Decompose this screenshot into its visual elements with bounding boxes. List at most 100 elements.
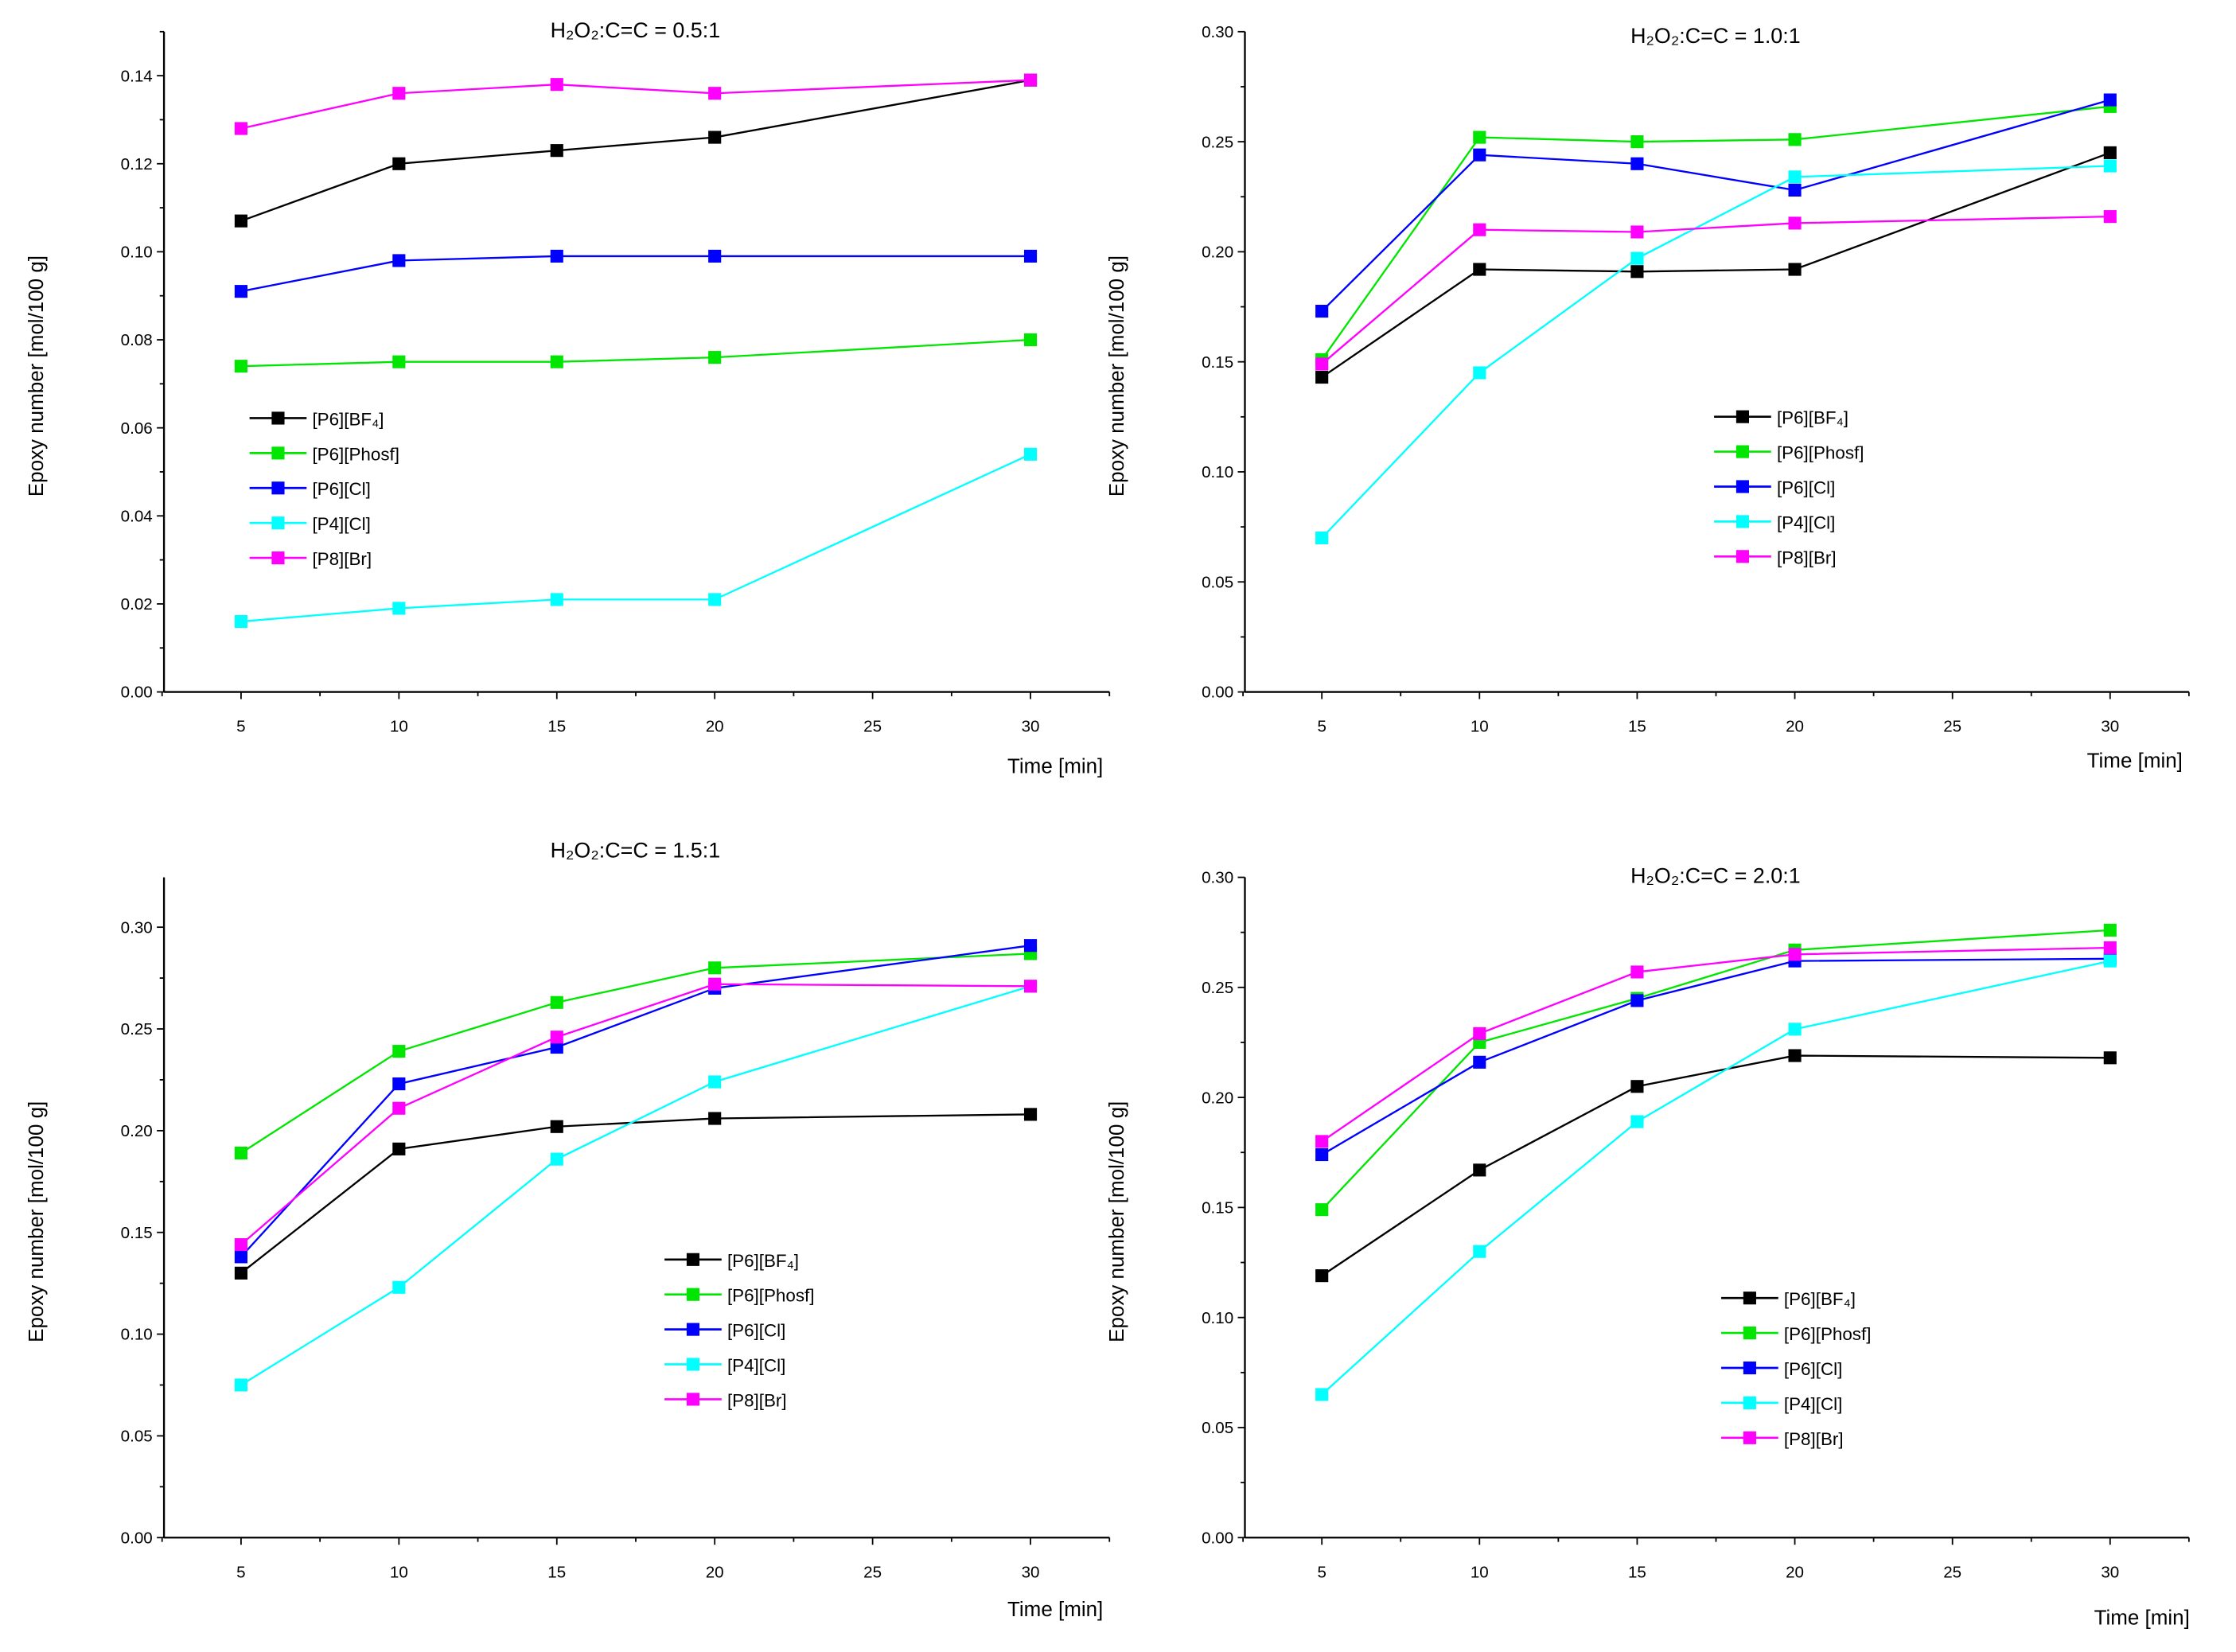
x-tick-label: 30	[1022, 1563, 1040, 1581]
data-point-marker	[234, 214, 247, 228]
data-point-marker	[550, 1040, 563, 1054]
x-tick-label: 15	[547, 718, 566, 736]
series-line	[240, 255, 1031, 293]
data-point-marker	[1788, 1049, 1802, 1062]
legend-marker	[1735, 515, 1750, 528]
series-line	[1321, 929, 2110, 1210]
legend-label: [P8][Br]	[1777, 547, 1837, 567]
legend-label: [P4][Cl]	[1777, 512, 1835, 532]
series-line	[1321, 99, 2111, 312]
series-line	[240, 79, 1031, 130]
series-line	[1321, 1054, 2110, 1277]
data-point-marker	[1788, 170, 1802, 184]
data-point-marker	[2103, 923, 2117, 937]
data-point-marker	[392, 87, 406, 100]
legend-marker	[1743, 1431, 1756, 1444]
x-tick-label: 15	[1628, 718, 1646, 736]
x-tick-label: 5	[1317, 1563, 1326, 1581]
legend-label: [P4][Cl]	[1784, 1394, 1842, 1414]
x-tick-label: 20	[706, 1563, 724, 1581]
x-tick-label: 25	[863, 1563, 882, 1581]
data-point-marker	[708, 1112, 722, 1125]
x-tick-label: 10	[1471, 1563, 1489, 1581]
data-point-marker	[2103, 159, 2117, 173]
y-tick-label: 0.05	[1202, 573, 1233, 591]
series-3: [P4][Cl]	[1315, 954, 2117, 1414]
series-line	[1321, 960, 2111, 1396]
x-tick-label: 5	[236, 718, 245, 736]
data-point-marker	[234, 614, 247, 629]
y-tick-label: 0.00	[1202, 1529, 1233, 1547]
data-point-marker	[1473, 1055, 1486, 1069]
data-point-marker	[1788, 133, 1802, 146]
data-point-marker	[550, 144, 563, 158]
data-point-marker	[234, 285, 247, 298]
data-point-marker	[1473, 1245, 1486, 1258]
chart-panel-1: 0.00 0.02 0.04 0.06 0.08 0.10 0.12 0.14 5 10 15 20 2…	[24, 18, 1111, 778]
y-tick-label: 0.12	[121, 155, 153, 173]
legend-marker	[271, 446, 285, 460]
chart-panel-3: 0.00 0.05 0.10 0.15 0.20 0.25 0.30 5 10 15 20 25 30 H…	[24, 838, 1111, 1621]
data-point-marker	[1315, 1135, 1329, 1148]
series-line	[240, 945, 1031, 1258]
series-line	[1321, 215, 2110, 365]
legend-marker	[1735, 480, 1750, 493]
y-tick-label: 0.00	[121, 1529, 153, 1547]
series-2: [P6][Cl]	[1315, 93, 2117, 497]
legend-label: [P6][Cl]	[1784, 1359, 1842, 1379]
y-tick-label: 0.06	[121, 419, 153, 438]
data-point-marker	[1023, 1108, 1038, 1121]
data-point-marker	[392, 602, 406, 615]
y-tick-label: 0.00	[1202, 684, 1233, 702]
legend-marker	[271, 411, 285, 425]
data-point-marker	[1315, 1269, 1329, 1283]
legend-label: [P8][Br]	[1784, 1429, 1844, 1449]
series-line	[240, 985, 1031, 1386]
series-line	[240, 983, 1031, 1245]
data-point-marker	[392, 1045, 406, 1058]
legend-label: [P4][Cl]	[312, 514, 370, 534]
series-0: [P6][BF₄]	[234, 73, 1038, 429]
data-point-marker	[2103, 941, 2117, 955]
series-4: [P8][Br]	[1315, 941, 2117, 1449]
legend-label: [P6][Cl]	[1777, 477, 1835, 497]
data-point-marker	[392, 1280, 406, 1294]
legend-marker	[686, 1358, 700, 1371]
data-point-marker	[234, 1266, 247, 1280]
data-point-marker	[1315, 1203, 1329, 1217]
data-point-marker	[1788, 1023, 1802, 1036]
chart-panel-2: 0.00 0.05 0.10 0.15 0.20 0.25 0.30 5 10 15 20 25 30 H…	[1104, 23, 2190, 773]
data-point-marker	[1788, 216, 1802, 230]
data-point-marker	[234, 122, 247, 135]
data-point-marker	[234, 360, 247, 373]
y-tick-label: 0.15	[1202, 1199, 1233, 1218]
data-point-marker	[392, 1142, 406, 1155]
y-tick-label: 0.20	[121, 1122, 153, 1140]
legend-marker	[1743, 1361, 1756, 1375]
series-1: [P6][Phosf]	[1315, 923, 2117, 1344]
legend-label: [P6][Cl]	[312, 479, 370, 499]
data-point-marker	[1630, 265, 1644, 279]
data-point-marker	[1473, 366, 1486, 380]
series-3: [P4][Cl]	[1315, 159, 2117, 545]
data-point-marker	[1788, 948, 1802, 961]
data-point-marker	[1315, 357, 1329, 371]
chart-title: H₂O₂:C=C = 0.5:1	[551, 18, 721, 42]
data-point-marker	[708, 593, 722, 606]
legend-marker	[1743, 1327, 1756, 1340]
series-line	[240, 1113, 1031, 1274]
y-tick-label: 0.30	[1202, 869, 1233, 887]
data-point-marker	[550, 249, 563, 263]
data-point-marker	[234, 1146, 247, 1160]
x-tick-label: 15	[1628, 1563, 1646, 1581]
data-point-marker	[2103, 146, 2117, 159]
data-point-marker	[1630, 1115, 1644, 1128]
data-point-marker	[1788, 183, 1802, 197]
legend-marker	[1735, 550, 1750, 563]
y-tick-label: 0.05	[121, 1428, 153, 1446]
y-tick-label: 0.10	[1202, 463, 1233, 481]
legend-marker	[686, 1288, 700, 1301]
data-point-marker	[708, 131, 722, 144]
y-tick-label: 0.10	[1202, 1309, 1233, 1327]
